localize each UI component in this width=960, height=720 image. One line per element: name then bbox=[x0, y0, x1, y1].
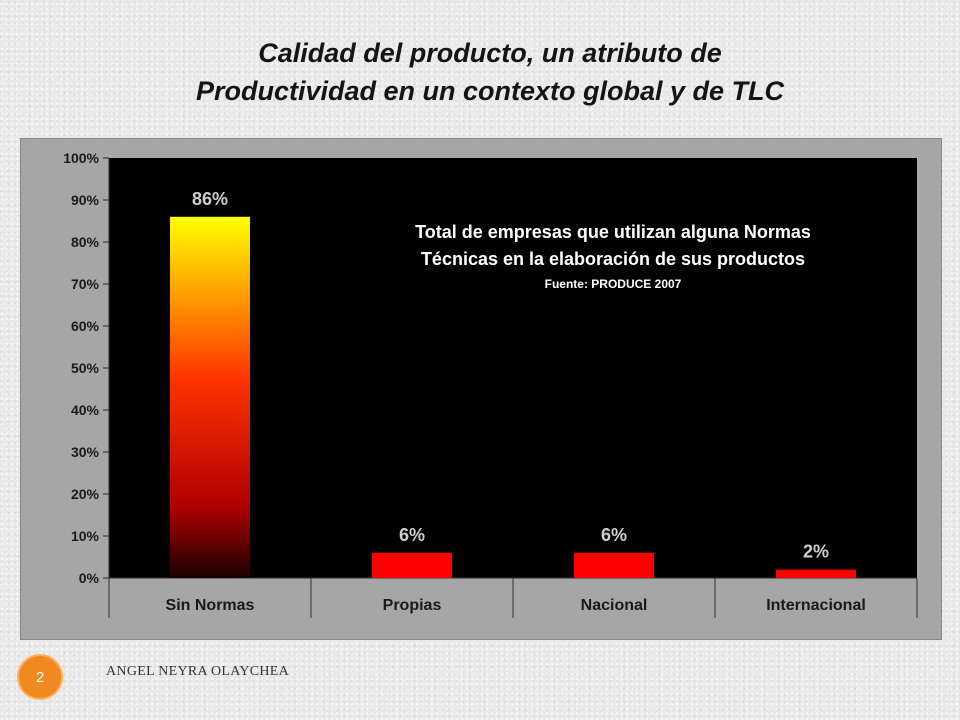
x-tick-label: Nacional bbox=[581, 597, 648, 614]
bar-sin-normas bbox=[170, 216, 250, 579]
chart-frame: 0% 10% 20% 30% 40% 50% 60% 70% 80% 90% 100% 86% Sin … bbox=[20, 138, 942, 640]
title-line-1: Calidad del producto, un atributo de bbox=[258, 38, 722, 68]
author-name: ANGEL NEYRA OLAYCHEA bbox=[106, 664, 290, 679]
y-tick-label: 0% bbox=[79, 570, 100, 586]
title-line-2: Productividad en un contexto global y de… bbox=[195, 76, 785, 106]
y-tick-label: 50% bbox=[71, 360, 100, 376]
data-label: 6% bbox=[601, 525, 627, 545]
annotation-line-2: Técnicas en la elaboración de sus produc… bbox=[421, 249, 805, 269]
slide-title: Calidad del producto, un atributo de Pro… bbox=[60, 34, 920, 110]
y-tick-label: 60% bbox=[71, 318, 100, 334]
data-label: 86% bbox=[192, 189, 228, 209]
bar-propias bbox=[372, 552, 452, 578]
data-label: 2% bbox=[803, 542, 829, 562]
bar-internacional bbox=[776, 569, 856, 578]
y-tick-label: 20% bbox=[71, 486, 100, 502]
annotation-source: Fuente: PRODUCE 2007 bbox=[545, 277, 682, 291]
x-tick-label: Sin Normas bbox=[166, 597, 255, 614]
annotation-line-1: Total de empresas que utilizan alguna No… bbox=[415, 222, 811, 242]
page-number-badge: 2 bbox=[17, 654, 63, 700]
bar-nacional bbox=[574, 552, 654, 578]
y-tick-label: 30% bbox=[71, 444, 100, 460]
y-tick-label: 70% bbox=[71, 276, 100, 292]
x-tick-label: Propias bbox=[383, 597, 442, 614]
y-tick-label: 40% bbox=[71, 402, 100, 418]
y-tick-label: 10% bbox=[71, 528, 100, 544]
page-number: 2 bbox=[35, 668, 45, 686]
y-tick-label: 100% bbox=[63, 150, 99, 166]
y-tick-label: 80% bbox=[71, 234, 100, 250]
x-tick-label: Internacional bbox=[766, 597, 866, 614]
y-tick-label: 90% bbox=[71, 192, 100, 208]
data-label: 6% bbox=[399, 525, 425, 545]
bar-chart: 0% 10% 20% 30% 40% 50% 60% 70% 80% 90% 100% 86% Sin … bbox=[63, 150, 918, 618]
